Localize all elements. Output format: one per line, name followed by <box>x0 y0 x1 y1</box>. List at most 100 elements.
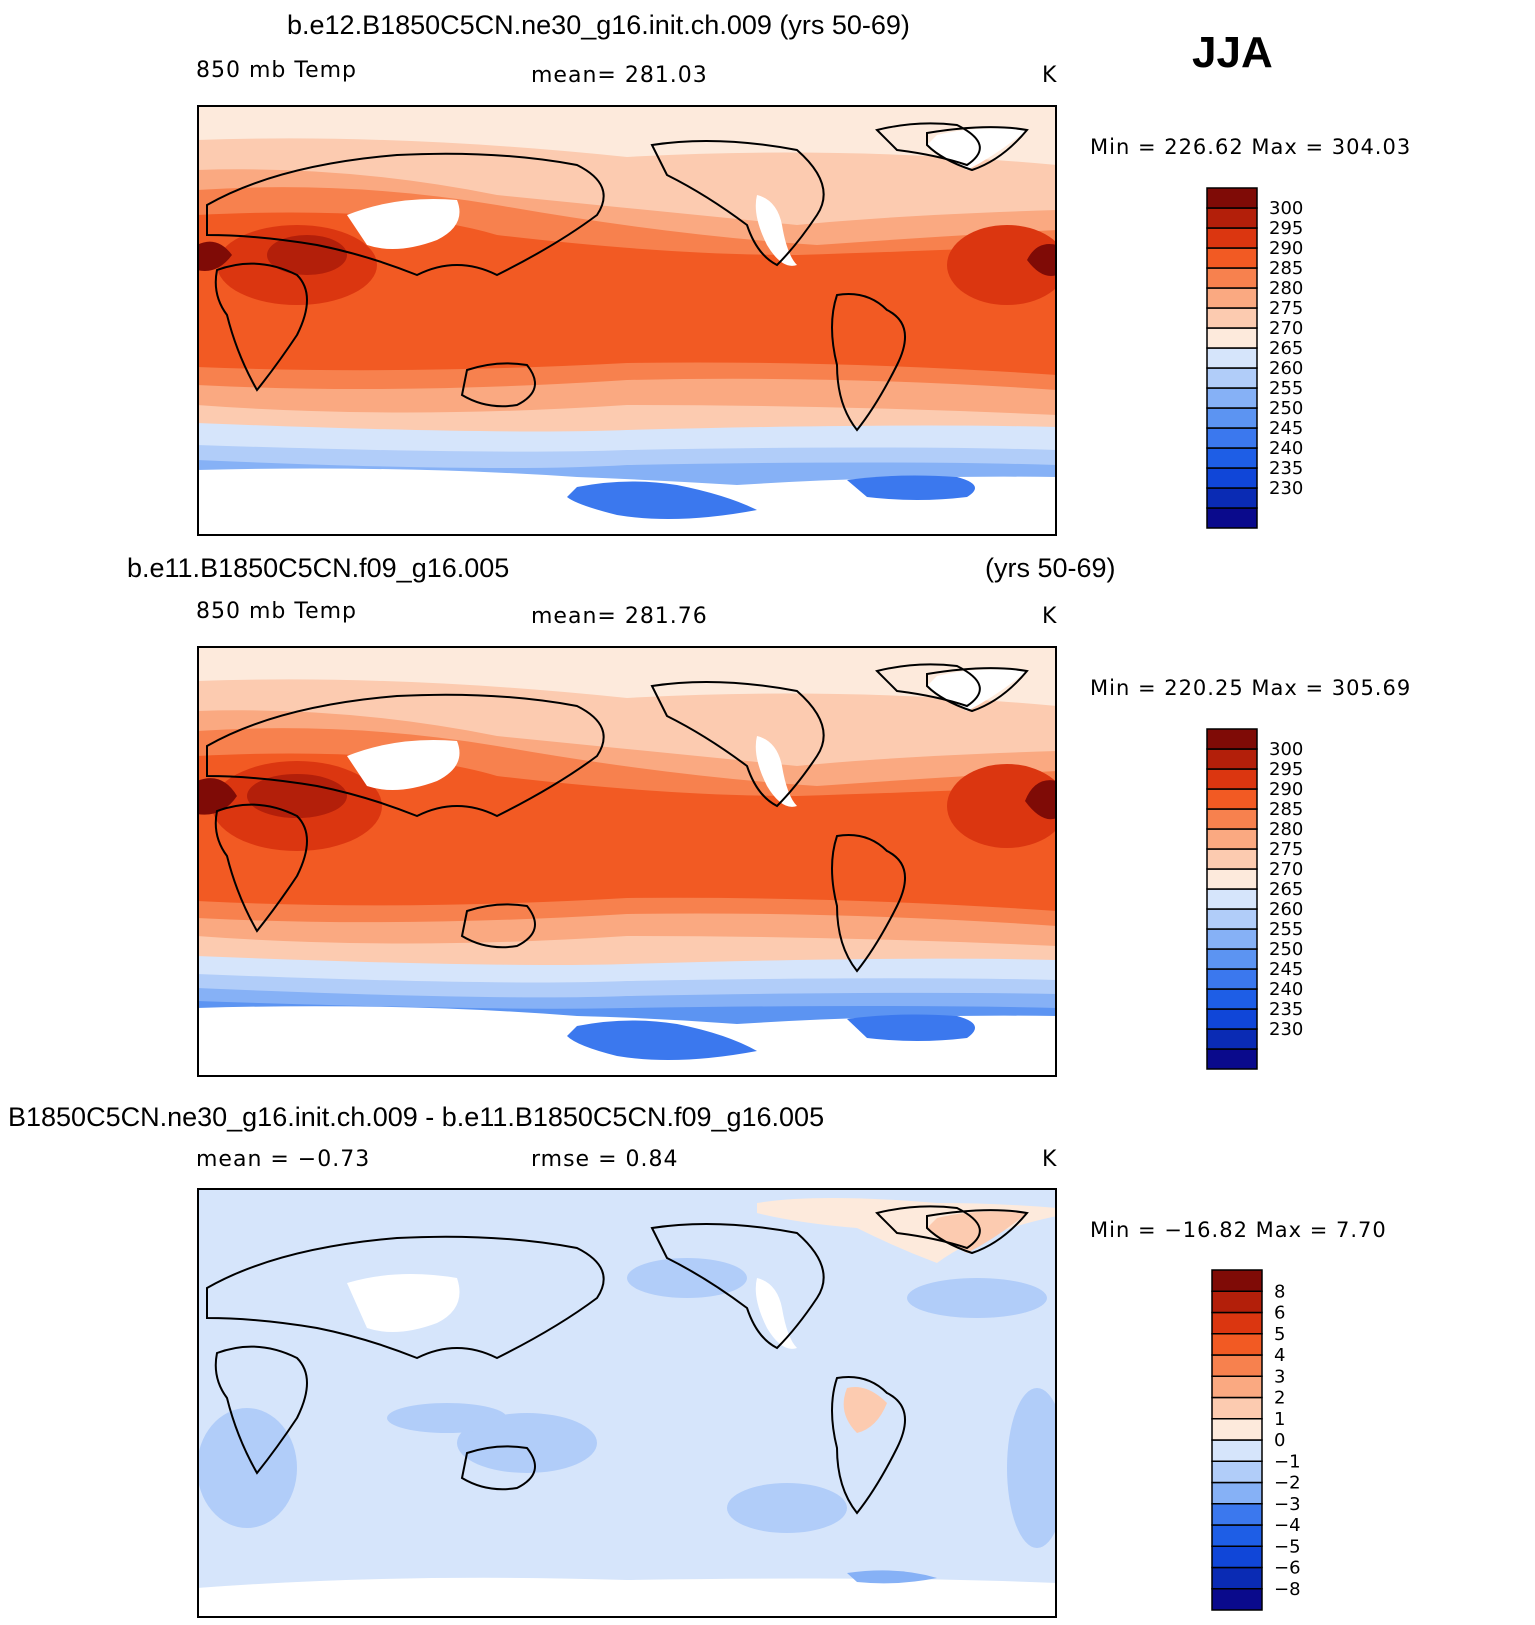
panel2-colorbar-swatch <box>1206 768 1258 790</box>
panel2-colorbar-tick-label: 240 <box>1269 979 1303 1000</box>
panel3-colorbar-tick-label: −1 <box>1274 1451 1301 1472</box>
panel1-colorbar-tick-label: 255 <box>1269 378 1303 399</box>
panel1-colorbar-tick-label: 235 <box>1269 458 1303 479</box>
panel2-colorbar-swatch <box>1206 808 1258 830</box>
panel2-colorbar: 300 295 290 285 280 275 270 265 260 255 250 245 240 2… <box>1206 728 1337 1070</box>
panel2-colorbar-tick-label: 270 <box>1269 859 1303 880</box>
panel2-colorbar-tick-label: 250 <box>1269 939 1303 960</box>
panel2-colorbar-swatch <box>1206 748 1258 770</box>
panel2-units: K <box>1042 604 1058 629</box>
panel1-colorbar-tick-label: 250 <box>1269 398 1303 419</box>
panel3-colorbar-swatch <box>1211 1375 1263 1399</box>
panel1-minmax: Min = 226.62 Max = 304.03 <box>1090 135 1412 159</box>
panel1-colorbar-swatch <box>1206 307 1258 329</box>
panel3-colorbar-swatch <box>1211 1354 1263 1377</box>
panel2-colorbar-swatch <box>1206 948 1258 970</box>
panel2-colorbar-tick-label: 255 <box>1269 919 1303 940</box>
panel3-title: B1850C5CN.ne30_g16.init.ch.009 - b.e11.B… <box>8 1102 825 1132</box>
panel1-colorbar-swatch <box>1206 247 1258 269</box>
panel2-colorbar-tick-label: 290 <box>1269 779 1303 800</box>
panel1-colorbar-swatch <box>1206 327 1258 349</box>
panel2-colorbar-swatch <box>1206 1028 1258 1050</box>
panel2-colorbar-swatch <box>1206 968 1258 990</box>
panel2-map <box>197 646 1057 1077</box>
panel3-colorbar-tick-label: −3 <box>1274 1494 1301 1515</box>
panel2-colorbar-swatch <box>1206 868 1258 890</box>
panel1-colorbar-tick-label: 265 <box>1269 338 1303 359</box>
panel1-colorbar-swatch <box>1206 267 1258 289</box>
panel3-colorbar-swatch <box>1211 1396 1263 1420</box>
panel3-colorbar-tick-label: 1 <box>1274 1409 1285 1430</box>
panel3-colorbar-tick-label: −5 <box>1274 1536 1301 1557</box>
panel3-colorbar-tick-label: −6 <box>1274 1558 1301 1579</box>
panel1-colorbar-tick-label: 290 <box>1269 238 1303 259</box>
panel2-mean: mean= 281.76 <box>531 604 708 629</box>
panel1-colorbar-tick-label: 270 <box>1269 318 1303 339</box>
panel3-colorbar-swatch <box>1211 1460 1263 1484</box>
panel2-colorbar-swatch <box>1206 888 1258 910</box>
panel3-colorbar-tick-label: 4 <box>1274 1345 1285 1366</box>
panel3-colorbar-tick-label: 0 <box>1274 1430 1285 1451</box>
panel2-colorbar-swatch <box>1206 848 1258 870</box>
panel1-colorbar-tick-label: 240 <box>1269 438 1303 459</box>
panel3-map <box>197 1188 1057 1618</box>
panel3-colorbar-swatch <box>1211 1333 1263 1356</box>
panel1-map <box>197 105 1057 536</box>
panel1-title: b.e12.B1850C5CN.ne30_g16.init.ch.009 (yr… <box>287 10 910 40</box>
panel3-colorbar: 8 6 5 4 3 2 1 0 −1 −2 −3 −4 −5 −6 −8 <box>1211 1269 1342 1611</box>
panel3-colorbar-swatch <box>1211 1545 1263 1569</box>
panel2-colorbar-tick-label: 230 <box>1269 1019 1303 1040</box>
panel2-colorbar-tick-label: 265 <box>1269 879 1303 900</box>
panel2-colorbar-tick-label: 245 <box>1269 959 1303 980</box>
panel1-colorbar-tick-label: 280 <box>1269 278 1303 299</box>
panel2-colorbar-tick-label: 275 <box>1269 839 1303 860</box>
panel1-colorbar-tick-label: 245 <box>1269 418 1303 439</box>
panel2-colorbar-swatch <box>1206 828 1258 850</box>
panel1-colorbar-swatch <box>1206 287 1258 309</box>
panel3-minmax: Min = −16.82 Max = 7.70 <box>1090 1218 1387 1242</box>
panel1-mean: mean= 281.03 <box>531 63 708 88</box>
panel3-colorbar-swatch <box>1211 1439 1263 1462</box>
panel2-variable: 850 mb Temp <box>196 599 358 624</box>
panel3-colorbar-tick-label: −8 <box>1274 1579 1301 1600</box>
panel2-map-frame <box>197 646 1057 1077</box>
panel1-colorbar-tick-label: 275 <box>1269 298 1303 319</box>
panel3-colorbar-swatch <box>1211 1311 1263 1335</box>
panel3-colorbar-swatch <box>1211 1503 1263 1526</box>
panel3-colorbar-tick-label: 5 <box>1274 1324 1285 1345</box>
panel3-colorbar-tick-label: 8 <box>1274 1281 1285 1302</box>
panel3-colorbar-swatch <box>1211 1269 1263 1292</box>
panel3-rmse: rmse = 0.84 <box>531 1147 679 1172</box>
panel1-colorbar-tick-label: 295 <box>1269 218 1303 239</box>
panel3-colorbar-tick-label: 2 <box>1274 1388 1285 1409</box>
panel1-colorbar: 300 295 290 285 280 275 270 265 260 255 250 245 240 2… <box>1206 187 1337 529</box>
panel2-minmax: Min = 220.25 Max = 305.69 <box>1090 676 1412 700</box>
panel1-colorbar-tick-label: 230 <box>1269 478 1303 499</box>
panel1-units: K <box>1042 63 1058 88</box>
panel1-colorbar-swatch <box>1206 467 1258 489</box>
panel1-colorbar-swatch <box>1206 227 1258 249</box>
panel2-colorbar-swatch <box>1206 988 1258 1010</box>
panel1-colorbar-swatch <box>1206 187 1258 209</box>
panel3-colorbar-tick-label: −2 <box>1274 1473 1301 1494</box>
panel1-colorbar-swatch <box>1206 507 1258 529</box>
panel2-colorbar-tick-label: 280 <box>1269 819 1303 840</box>
panel2-colorbar-tick-label: 285 <box>1269 799 1303 820</box>
panel3-colorbar-swatch <box>1211 1481 1263 1505</box>
panel1-colorbar-swatch <box>1206 427 1258 449</box>
panel2-colorbar-swatch <box>1206 928 1258 950</box>
panel1-colorbar-tick-label: 285 <box>1269 258 1303 279</box>
panel2-title-years: (yrs 50-69) <box>985 553 1116 583</box>
panel3-colorbar-swatch <box>1211 1290 1263 1314</box>
panel2-colorbar-swatch <box>1206 1048 1258 1070</box>
panel1-colorbar-swatch <box>1206 487 1258 509</box>
panel1-colorbar-tick-label: 300 <box>1269 198 1303 219</box>
panel2-colorbar-tick-label: 260 <box>1269 899 1303 920</box>
panel1-colorbar-swatch <box>1206 387 1258 409</box>
season-label: JJA <box>1192 28 1273 77</box>
panel1-colorbar-swatch <box>1206 367 1258 389</box>
panel2-colorbar-tick-label: 300 <box>1269 739 1303 760</box>
panel3-colorbar-tick-label: 6 <box>1274 1303 1285 1324</box>
panel2-colorbar-swatch <box>1206 908 1258 930</box>
panel3-colorbar-swatch <box>1211 1588 1263 1611</box>
